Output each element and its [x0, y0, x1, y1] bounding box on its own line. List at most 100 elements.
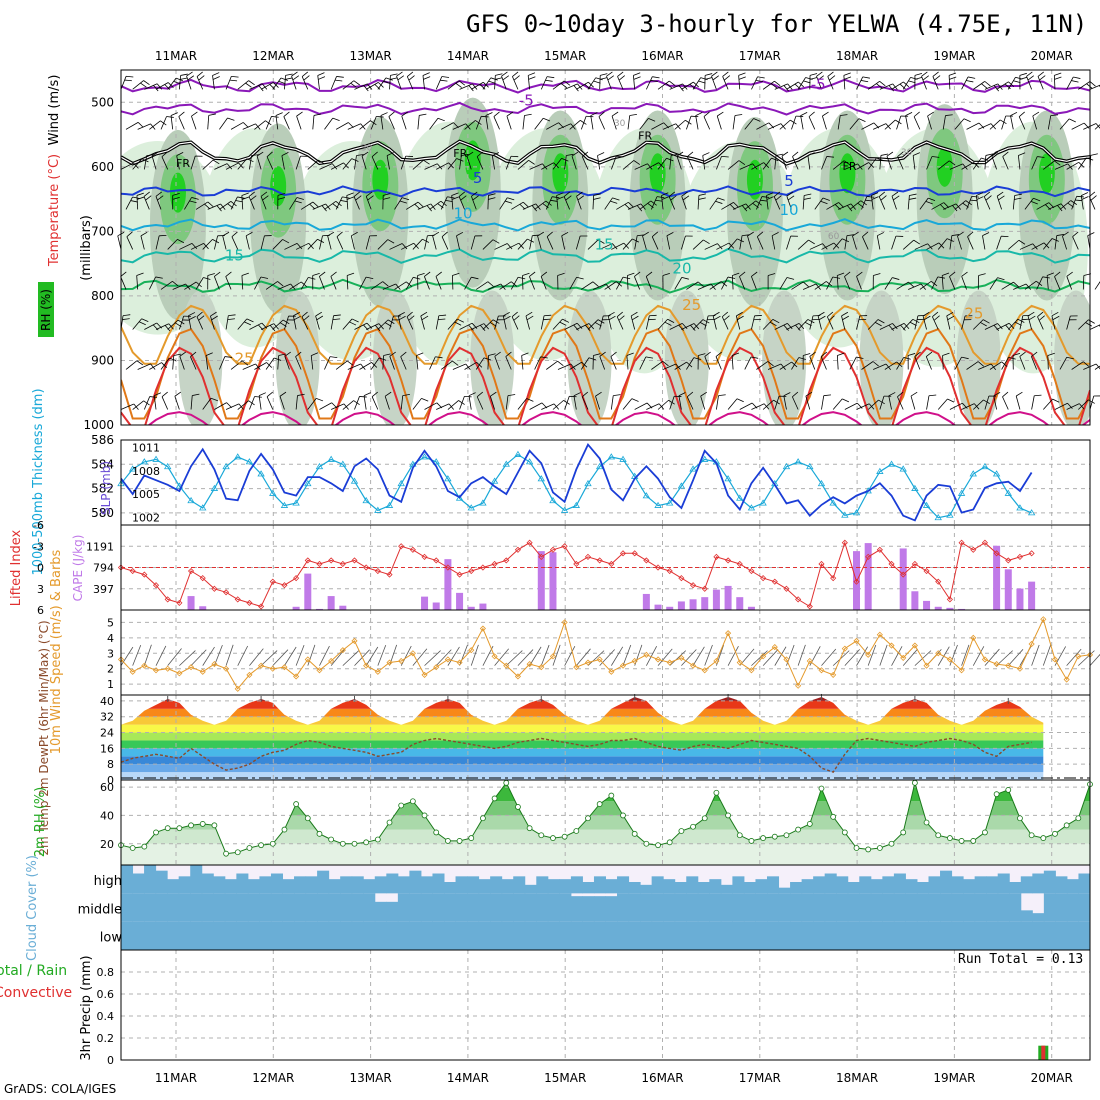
cloud-cell — [651, 893, 664, 922]
wind-barb — [143, 400, 150, 406]
cloud-cell — [651, 876, 664, 894]
wind-barb — [435, 276, 442, 290]
rh-contour-fill — [664, 290, 709, 425]
wind-barb — [424, 650, 441, 666]
rh-point — [1063, 822, 1070, 829]
date-label-top: 13MAR — [350, 49, 392, 63]
wind-barb — [576, 196, 582, 210]
rh-point — [293, 801, 300, 807]
wind-barb — [447, 400, 459, 410]
isotherm-label: 5 — [784, 172, 794, 190]
cloud-cell — [317, 921, 330, 950]
wind-barb — [1031, 156, 1038, 170]
wind-barb — [692, 319, 704, 330]
wind-barb — [254, 120, 266, 130]
wind-barb — [281, 152, 289, 156]
wind-barb — [774, 155, 777, 170]
isotherm-line — [147, 411, 1090, 425]
wind-barb — [191, 111, 198, 117]
wind-barb — [143, 80, 150, 85]
wind-barb — [844, 276, 851, 290]
wind-barb — [190, 351, 197, 357]
ytick-label: 600 — [91, 160, 114, 174]
cloud-cell — [570, 876, 583, 894]
wind-barb — [557, 363, 571, 370]
rh-point — [620, 812, 626, 819]
wind-barb — [972, 157, 982, 170]
wind-barb — [1026, 71, 1033, 77]
wind-barb — [790, 119, 797, 125]
wind-barb — [686, 116, 692, 130]
temperature-band — [121, 708, 1044, 717]
wind-barb — [1085, 322, 1093, 327]
wind-barb — [586, 115, 594, 118]
wind-barb — [703, 111, 710, 117]
wind-barb — [231, 75, 239, 78]
wind-barb — [771, 235, 776, 250]
wind-barb — [377, 644, 387, 666]
wind-barb — [385, 77, 393, 81]
wind-barb — [639, 356, 647, 370]
wind-barb — [739, 402, 753, 410]
wind-barb — [727, 276, 736, 279]
rh-point — [1005, 787, 1012, 793]
wind-barb — [214, 235, 218, 250]
wind-barb — [952, 205, 958, 212]
wind-barb — [751, 403, 765, 410]
rh-point — [316, 830, 323, 837]
wind-barb — [459, 155, 462, 170]
wind-barb — [170, 112, 178, 116]
cape-bar — [923, 600, 931, 610]
wind-barb — [436, 162, 449, 170]
wind-barb — [962, 163, 968, 170]
wind-barb — [786, 191, 794, 197]
wind-barb — [1070, 200, 1077, 205]
wind-barb — [365, 196, 372, 210]
wind-barb — [417, 115, 420, 130]
wind-barb — [937, 398, 948, 410]
wind-barb — [718, 394, 726, 397]
wind-barb — [214, 163, 228, 170]
wind-barb — [631, 315, 639, 321]
wind-barb — [661, 192, 669, 196]
wind-barb — [1018, 116, 1026, 130]
wind-barb — [948, 72, 957, 76]
wind-barb — [757, 76, 765, 79]
wind-barb — [396, 71, 403, 77]
wind-barb — [738, 76, 746, 80]
wind-barb — [237, 318, 248, 330]
wind-barb — [980, 322, 987, 327]
cloud-cell — [1055, 921, 1068, 950]
wind-barb — [347, 272, 355, 276]
thickness-point — [922, 501, 931, 508]
wind-barb — [757, 231, 764, 237]
wind-barb — [225, 76, 232, 90]
rh-contour-fill — [270, 166, 287, 207]
wind-barb — [258, 392, 266, 397]
cloud-cell — [663, 879, 676, 894]
wind-barb — [205, 352, 213, 356]
wind-barb — [1007, 318, 1019, 330]
wind-barb — [996, 196, 1002, 210]
wind-barb — [487, 281, 494, 287]
wind-barb — [630, 311, 638, 317]
freezing-label: FR — [638, 130, 652, 143]
cape-bar — [187, 596, 195, 610]
cloud-cell — [132, 893, 145, 922]
wind-barb — [914, 650, 932, 666]
rh-point — [433, 829, 440, 836]
lifted-index-point — [748, 567, 755, 575]
rh-point — [701, 815, 708, 822]
wind-barb — [374, 84, 381, 90]
wind-barb — [1015, 395, 1021, 410]
wind-barb — [910, 395, 916, 410]
wind-barb — [704, 356, 711, 370]
wind-barb — [617, 71, 624, 77]
rh-point — [608, 792, 615, 799]
ytick-label: 1 — [107, 678, 114, 691]
wind-barb — [611, 115, 617, 130]
wind-barb — [1069, 118, 1076, 123]
lifted-index-point — [514, 546, 522, 553]
cloud-level-label: middle — [78, 902, 122, 917]
